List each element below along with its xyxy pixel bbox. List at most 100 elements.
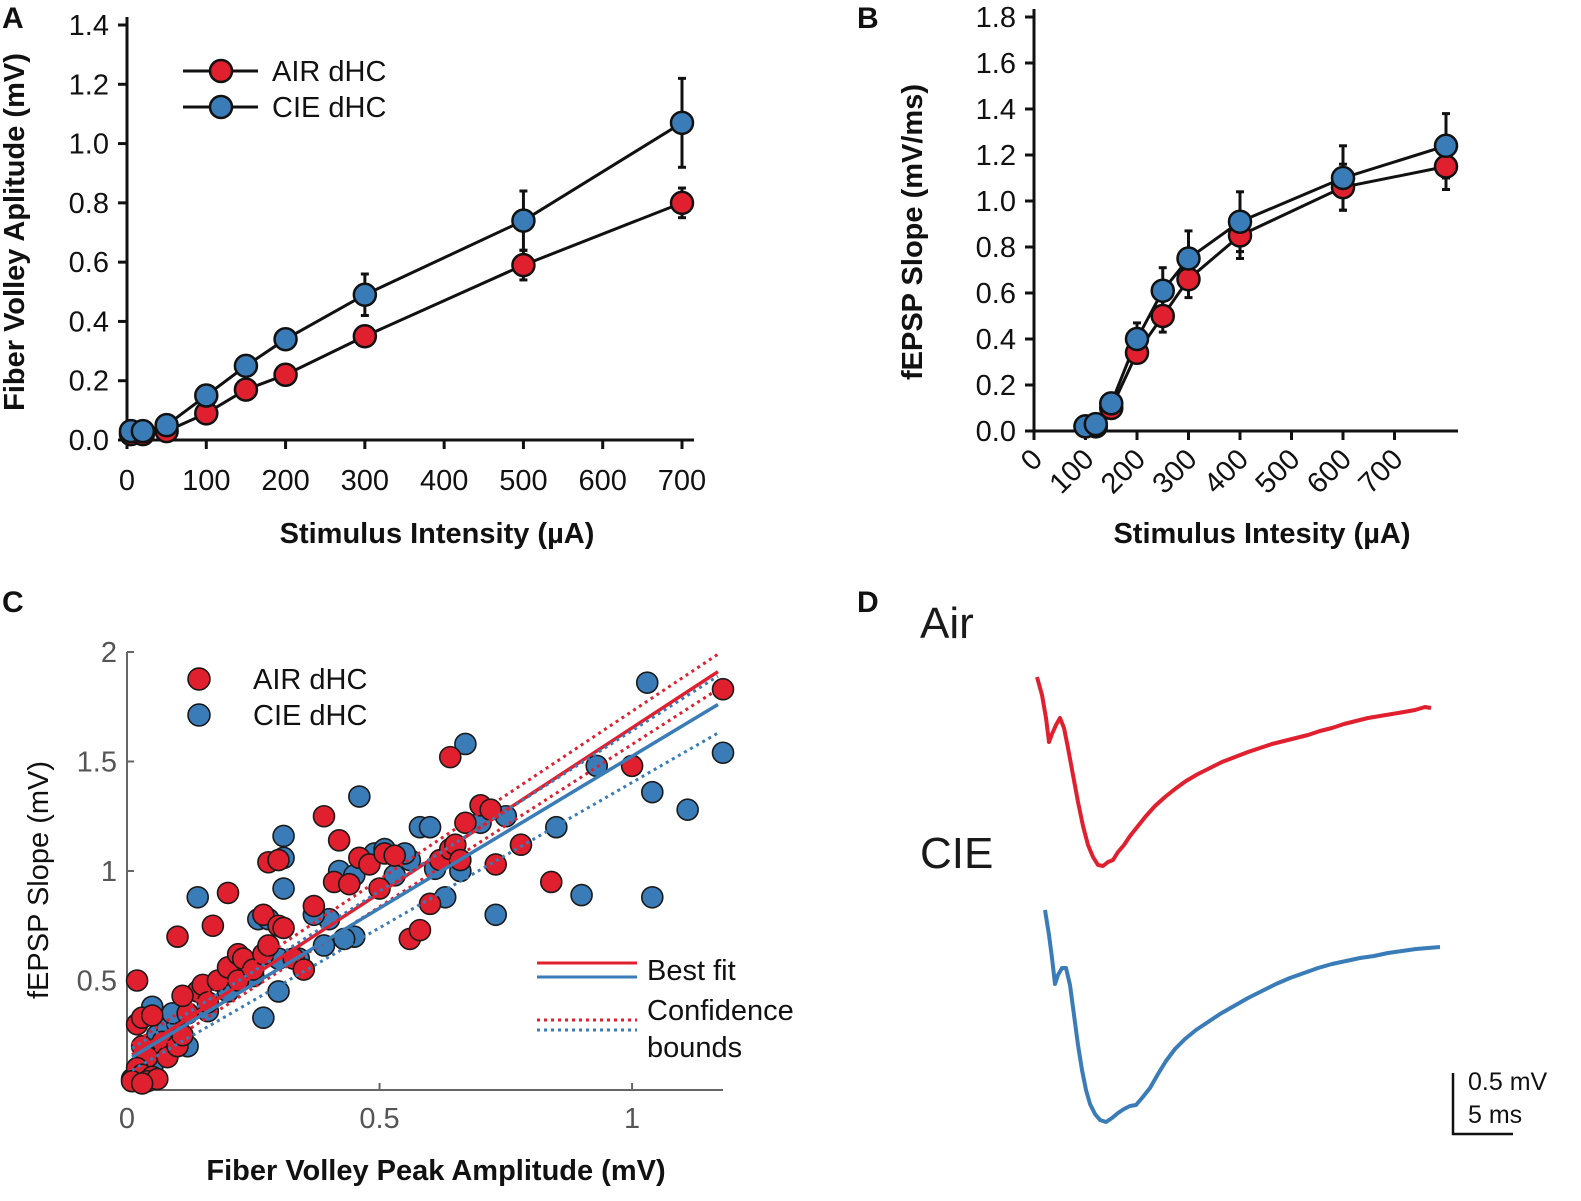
panel-b-point-cie-dhc <box>1124 326 1150 352</box>
panel-b-point-cie-dhc <box>1150 278 1175 303</box>
panel-a-line-cie-dhc <box>130 121 683 433</box>
scatter-point-cie-dhc <box>635 671 659 694</box>
panel-c-ylabel: fEPSP Slope (mV) <box>23 761 55 999</box>
scatter-point-air-dhc <box>216 881 240 905</box>
x-tick-label: 500 <box>1250 443 1307 500</box>
scatter-point-air-dhc <box>125 969 149 992</box>
y-tick-label: 0.4 <box>69 306 109 338</box>
scatter-point-air-dhc <box>171 984 194 1008</box>
scatter-point-cie-dhc <box>418 815 442 839</box>
y-tick-label: 1.2 <box>976 140 1016 172</box>
y-tick-label: 0.2 <box>976 370 1016 402</box>
legend-cie-label: CIE dHC <box>272 92 386 124</box>
scatter-point-cie-dhc <box>267 980 290 1003</box>
y-tick-label: 1.4 <box>69 10 109 42</box>
panel-a-point-cie-dhc <box>511 208 536 233</box>
scatter-point-air-dhc <box>201 914 225 938</box>
x-tick-label: 500 <box>499 465 547 497</box>
panel-a-point-cie-dhc <box>233 353 259 379</box>
panel-a-point-air-dhc <box>352 324 378 349</box>
panel-b-line-cie-dhc <box>1085 144 1447 428</box>
panel-c-chart: fEPSP Slope (mV) Fiber Volley Peak Ampli… <box>23 637 794 1187</box>
panel-c-xlabel: Fiber Volley Peak Amplitude (mV) <box>206 1155 665 1187</box>
scatter-point-air-dhc <box>257 934 280 957</box>
panel-a-legend: AIR dHC CIE dHC <box>183 56 386 124</box>
legend-cie-label: CIE dHC <box>253 700 367 732</box>
scatter-point-cie-dhc <box>676 798 699 821</box>
legend-air-marker <box>187 667 211 691</box>
scatter-point-air-dhc <box>620 754 644 778</box>
y-tick-label: 0.2 <box>69 366 109 398</box>
y-tick-label: 1.4 <box>976 94 1016 126</box>
conf-lower-cie-dhc <box>131 731 719 1072</box>
x-tick-label: 400 <box>420 465 468 497</box>
x-tick-label: 1 <box>624 1103 640 1135</box>
scatter-point-cie-dhc <box>640 780 664 804</box>
x-tick-label: 0 <box>1015 443 1049 477</box>
panel-b-point-cie-dhc <box>1176 246 1201 271</box>
fit-legend-conf-label: Confidence <box>647 995 794 1027</box>
trace-cie-title: CIE <box>920 829 993 878</box>
y-tick-label: 2 <box>101 637 117 669</box>
x-tick-label: 300 <box>1147 443 1204 500</box>
y-tick-label: 0.8 <box>69 188 109 220</box>
x-tick-label: 700 <box>658 465 706 497</box>
panel-a-point-air-dhc <box>511 252 536 278</box>
panel-b-point-cie-dhc <box>1227 209 1253 234</box>
legend-air-marker <box>208 58 234 84</box>
best-fit-air-dhc <box>131 670 719 1057</box>
x-tick-label: 200 <box>1095 443 1152 500</box>
panel-a-point-cie-dhc <box>154 412 179 438</box>
scatter-point-cie-dhc <box>454 732 477 756</box>
panel-b-point-air-dhc <box>1433 154 1459 179</box>
panel-a-point-cie-dhc <box>130 418 156 444</box>
panel-label-a: A <box>2 2 24 35</box>
scatter-point-air-dhc <box>383 844 406 867</box>
panel-b-chart: fEPSP Slope (mV/ms) Stimulus Intesity (µ… <box>897 2 1459 550</box>
scatter-point-cie-dhc <box>545 815 568 839</box>
legend-cie-marker <box>187 703 211 727</box>
y-tick-label: 1.5 <box>77 747 117 779</box>
scatter-point-cie-dhc <box>348 785 371 808</box>
panel-a-xlabel: Stimulus Intensity (µA) <box>280 518 595 550</box>
panel-label-b: B <box>857 2 879 35</box>
scatter-point-cie-dhc <box>272 877 295 900</box>
y-tick-label: 0.6 <box>69 247 109 279</box>
scatter-point-cie-dhc <box>252 1006 275 1030</box>
scatter-point-air-dhc <box>252 903 275 927</box>
panel-b-ylabel: fEPSP Slope (mV/ms) <box>897 84 929 380</box>
x-tick-label: 600 <box>579 465 627 497</box>
scatter-point-cie-dhc <box>570 883 593 907</box>
scatter-point-air-dhc <box>337 872 361 896</box>
panel-a-point-cie-dhc <box>352 282 378 307</box>
scatter-point-air-dhc <box>358 853 381 876</box>
scatter-point-cie-dhc <box>484 903 508 927</box>
x-tick-label: 100 <box>1044 443 1101 500</box>
y-tick-label: 0.4 <box>976 324 1016 356</box>
x-tick-label: 0 <box>119 1103 135 1135</box>
scale-voltage-label: 0.5 mV <box>1468 1068 1548 1096</box>
y-tick-label: 1.0 <box>69 129 109 161</box>
scatter-point-air-dhc <box>438 745 462 769</box>
panel-a-chart: Fiber Volley Aplitude (mV) Stimulus Inte… <box>0 10 706 550</box>
panel-b-point-cie-dhc <box>1083 411 1109 437</box>
panel-b-point-cie-dhc <box>1330 165 1356 191</box>
panel-d-traces: Air CIE 0.5 mV 5 ms <box>920 599 1548 1136</box>
best-fit-cie-dhc <box>131 703 719 1059</box>
y-tick-label: 0.0 <box>976 416 1016 448</box>
panel-b-line-air-dhc <box>1085 165 1447 428</box>
x-tick-label: 100 <box>182 465 230 497</box>
legend-air-label: AIR dHC <box>253 664 367 696</box>
x-tick-label: 700 <box>1353 443 1410 500</box>
panel-a-point-air-dhc <box>669 190 695 216</box>
scale-bar: 0.5 mV 5 ms <box>1451 1068 1548 1136</box>
x-tick-label: 400 <box>1198 443 1255 500</box>
scatter-point-air-dhc <box>140 1004 164 1027</box>
y-tick-label: 1.6 <box>976 48 1016 80</box>
conf-lower-air-dhc <box>131 687 719 1068</box>
panel-label-c: C <box>2 586 24 619</box>
panel-a-point-cie-dhc <box>273 326 298 352</box>
scatter-point-air-dhc <box>130 1072 154 1095</box>
conf-upper-air-dhc <box>131 652 719 1046</box>
